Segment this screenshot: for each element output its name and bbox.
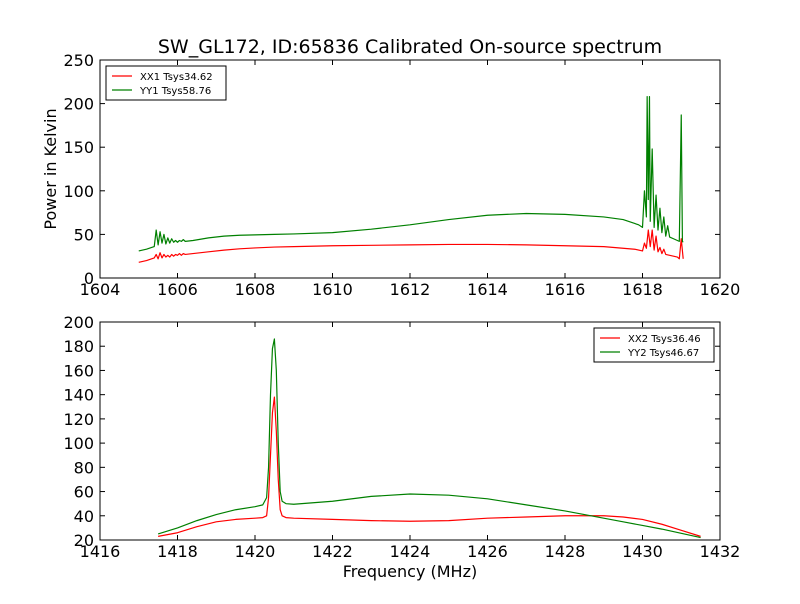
y-tick-label: 250 bbox=[63, 51, 94, 70]
axes-panel-1: 1604 1606 1608 1610 1612 1614 1616 1618 1620 0 50 1… bbox=[41, 51, 740, 299]
y-tick-label: 40 bbox=[74, 507, 94, 526]
legend-label: XX1 Tsys34.62 bbox=[140, 72, 213, 83]
x-tick-label: 1606 bbox=[157, 280, 198, 299]
y-tick-label: 100 bbox=[63, 434, 94, 453]
x-tick-label: 1428 bbox=[545, 542, 586, 561]
x-tick-label: 1418 bbox=[157, 542, 198, 561]
y-tick-label: 0 bbox=[84, 269, 94, 288]
x-tick-label: 1614 bbox=[467, 280, 508, 299]
y-tick-label: 140 bbox=[63, 386, 94, 405]
x-tick-label: 1420 bbox=[235, 542, 276, 561]
x-tick-label: 1422 bbox=[312, 542, 353, 561]
x-tick-label: 1424 bbox=[390, 542, 431, 561]
series-line-2-2 bbox=[157, 338, 701, 539]
x-tick-label: 1430 bbox=[622, 542, 663, 561]
x-tick-label: 1618 bbox=[622, 280, 663, 299]
legend-box bbox=[593, 327, 715, 363]
x-axis-label: Frequency (MHz) bbox=[343, 562, 477, 581]
legend-label: YY1 Tsys58.76 bbox=[139, 86, 211, 97]
y-tick-label: 180 bbox=[63, 337, 94, 356]
x-tick-label: 1612 bbox=[390, 280, 431, 299]
y-tick-label: 120 bbox=[63, 410, 94, 429]
y-axis-label: Power in Kelvin bbox=[41, 108, 60, 229]
y-tick-label: 50 bbox=[74, 225, 94, 244]
legend-label: YY2 Tsys46.67 bbox=[627, 348, 699, 359]
x-tick-label: 1610 bbox=[312, 280, 353, 299]
legend-box bbox=[105, 65, 227, 101]
legend-2: XX2 Tsys36.46 YY2 Tsys46.67 bbox=[593, 327, 715, 363]
y-tick-label: 80 bbox=[74, 458, 94, 477]
x-tick-label: 1426 bbox=[467, 542, 508, 561]
y-tick-label: 150 bbox=[63, 138, 94, 157]
y-tick-label: 60 bbox=[74, 483, 94, 502]
series-line-1-2 bbox=[138, 96, 684, 252]
x-tick-label: 1604 bbox=[80, 280, 121, 299]
y-tick-label: 20 bbox=[74, 531, 94, 550]
y-tick-label: 160 bbox=[63, 361, 94, 380]
legend-label: XX2 Tsys36.46 bbox=[628, 334, 701, 345]
x-tick-label: 1616 bbox=[545, 280, 586, 299]
y-tick-label: 100 bbox=[63, 182, 94, 201]
x-tick-label: 1608 bbox=[235, 280, 276, 299]
series-line-1-1 bbox=[138, 229, 684, 263]
axes-panel-2: 1416 1418 1420 1422 1424 1426 1428 1430 1432 20 40… bbox=[63, 313, 740, 581]
chart-title: SW_GL172, ID:65836 Calibrated On-source … bbox=[158, 36, 662, 58]
x-tick-label: 1620 bbox=[700, 280, 741, 299]
x-tick-label: 1416 bbox=[80, 542, 121, 561]
legend-1: XX1 Tsys34.62 YY1 Tsys58.76 bbox=[105, 65, 227, 101]
y-tick-label: 200 bbox=[63, 313, 94, 332]
x-tick-label: 1432 bbox=[700, 542, 741, 561]
series-line-2-1 bbox=[158, 396, 701, 537]
y-tick-label: 200 bbox=[63, 95, 94, 114]
